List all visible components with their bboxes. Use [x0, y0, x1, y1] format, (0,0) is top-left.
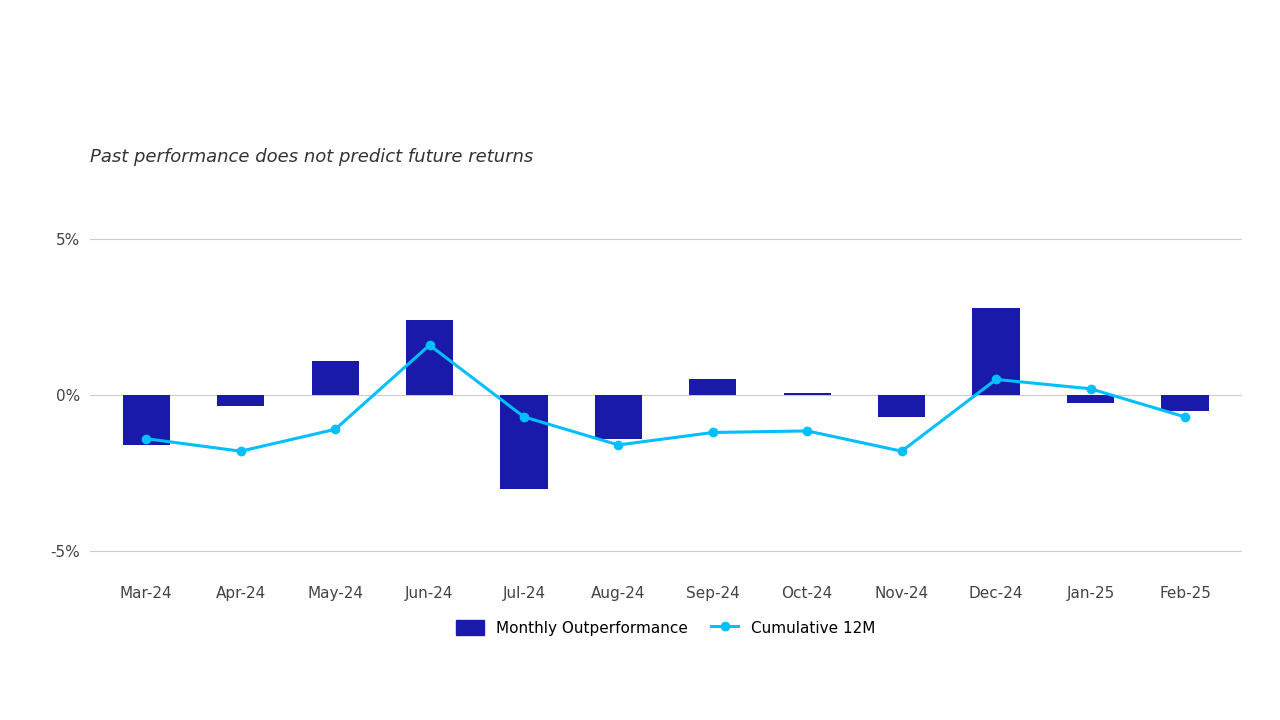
Bar: [218, 395, 264, 406]
Bar: [595, 395, 643, 438]
Bar: [311, 361, 358, 395]
Bar: [500, 395, 548, 489]
Bar: [1068, 395, 1114, 403]
Bar: [123, 395, 170, 445]
Bar: [878, 395, 925, 417]
Text: Past performance does not predict future returns: Past performance does not predict future…: [90, 148, 532, 166]
Legend: Monthly Outperformance, Cumulative 12M: Monthly Outperformance, Cumulative 12M: [449, 612, 882, 643]
Bar: [689, 379, 736, 395]
Bar: [1161, 395, 1208, 410]
Bar: [783, 394, 831, 395]
Bar: [973, 307, 1020, 395]
Bar: [406, 320, 453, 395]
